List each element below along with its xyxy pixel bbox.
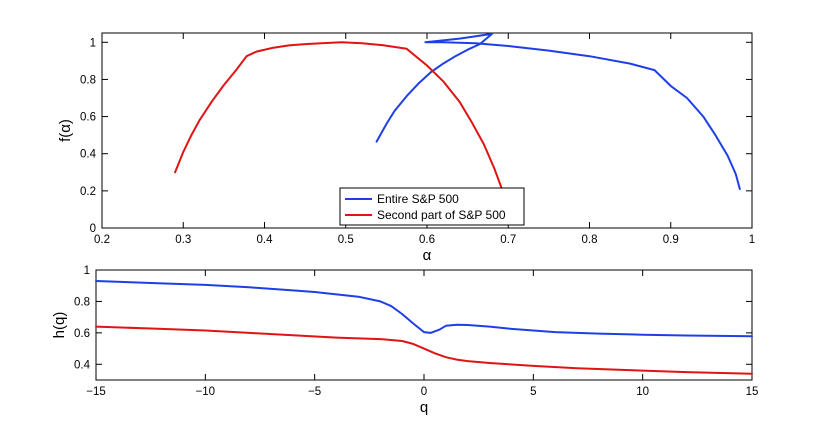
- lower-y-axis-label: h(q): [51, 312, 68, 339]
- lower-x-tick-label: 0: [421, 386, 427, 398]
- lower-y-tick-label: 0.6: [74, 328, 90, 340]
- upper-chart-panel: 0.2 0.3 0.4 0.5 0.6 0.7 0.8 0.9 100.20.40.60.81α…: [57, 32, 755, 264]
- lower-x-tick-label: −15: [86, 386, 106, 398]
- upper-x-tick-label: 1: [749, 234, 755, 246]
- upper-x-tick-label: 0.9: [663, 234, 679, 246]
- lower-series-line-entire: [95, 280, 753, 338]
- lower-x-tick-label: 15: [746, 386, 759, 398]
- upper-y-tick-label: 0.6: [80, 112, 96, 124]
- lower-x-axis-label: q: [420, 399, 428, 416]
- upper-y-tick-label: 0.8: [80, 74, 96, 86]
- upper-y-tick-label: 0.4: [80, 149, 97, 161]
- upper-y-tick-label: 0: [90, 223, 96, 235]
- legend-box: [339, 187, 525, 226]
- upper-legend: Entire S&P 500 Second part of S&P 500: [339, 187, 525, 226]
- legend-entry-entire: Entire S&P 500: [377, 192, 459, 206]
- upper-x-tick-label: 0.3: [175, 234, 191, 246]
- lower-x-tick-label: 5: [530, 386, 536, 398]
- upper-x-tick-label: 0.8: [582, 234, 598, 246]
- lower-x-tick-label: −5: [308, 386, 321, 398]
- lower-y-tick-label: 0.8: [74, 296, 90, 308]
- upper-x-tick-label: 0.2: [94, 234, 110, 246]
- upper-x-tick-label: 0.5: [338, 234, 354, 246]
- upper-series-line-second-part: [174, 41, 504, 192]
- lower-chart-panel: −15 −10 −5 0 5 10 15 0.4 0.6 0.8 1 q h(q): [51, 265, 758, 416]
- legend-entry-second-part: Second part of S&P 500: [377, 208, 506, 222]
- lower-axes-box: [95, 269, 753, 381]
- upper-y-tick-label: 1: [90, 37, 96, 49]
- lower-x-tick-label: 10: [636, 386, 649, 398]
- lower-y-tick-label: 0.4: [74, 359, 91, 371]
- lower-y-tick-label: 1: [84, 265, 90, 277]
- upper-x-tick-label: 0.4: [257, 234, 274, 246]
- upper-x-tick-label: 0.7: [500, 234, 516, 246]
- upper-x-tick-label: 0.6: [419, 234, 435, 246]
- upper-y-tick-label: 0.2: [80, 186, 96, 198]
- lower-series-line-second-part: [95, 325, 753, 375]
- upper-y-axis-label: f(α): [57, 119, 74, 142]
- upper-series-line-entire: [375, 32, 741, 190]
- lower-x-tick-label: −10: [196, 386, 216, 398]
- upper-x-axis-label: α: [423, 247, 432, 264]
